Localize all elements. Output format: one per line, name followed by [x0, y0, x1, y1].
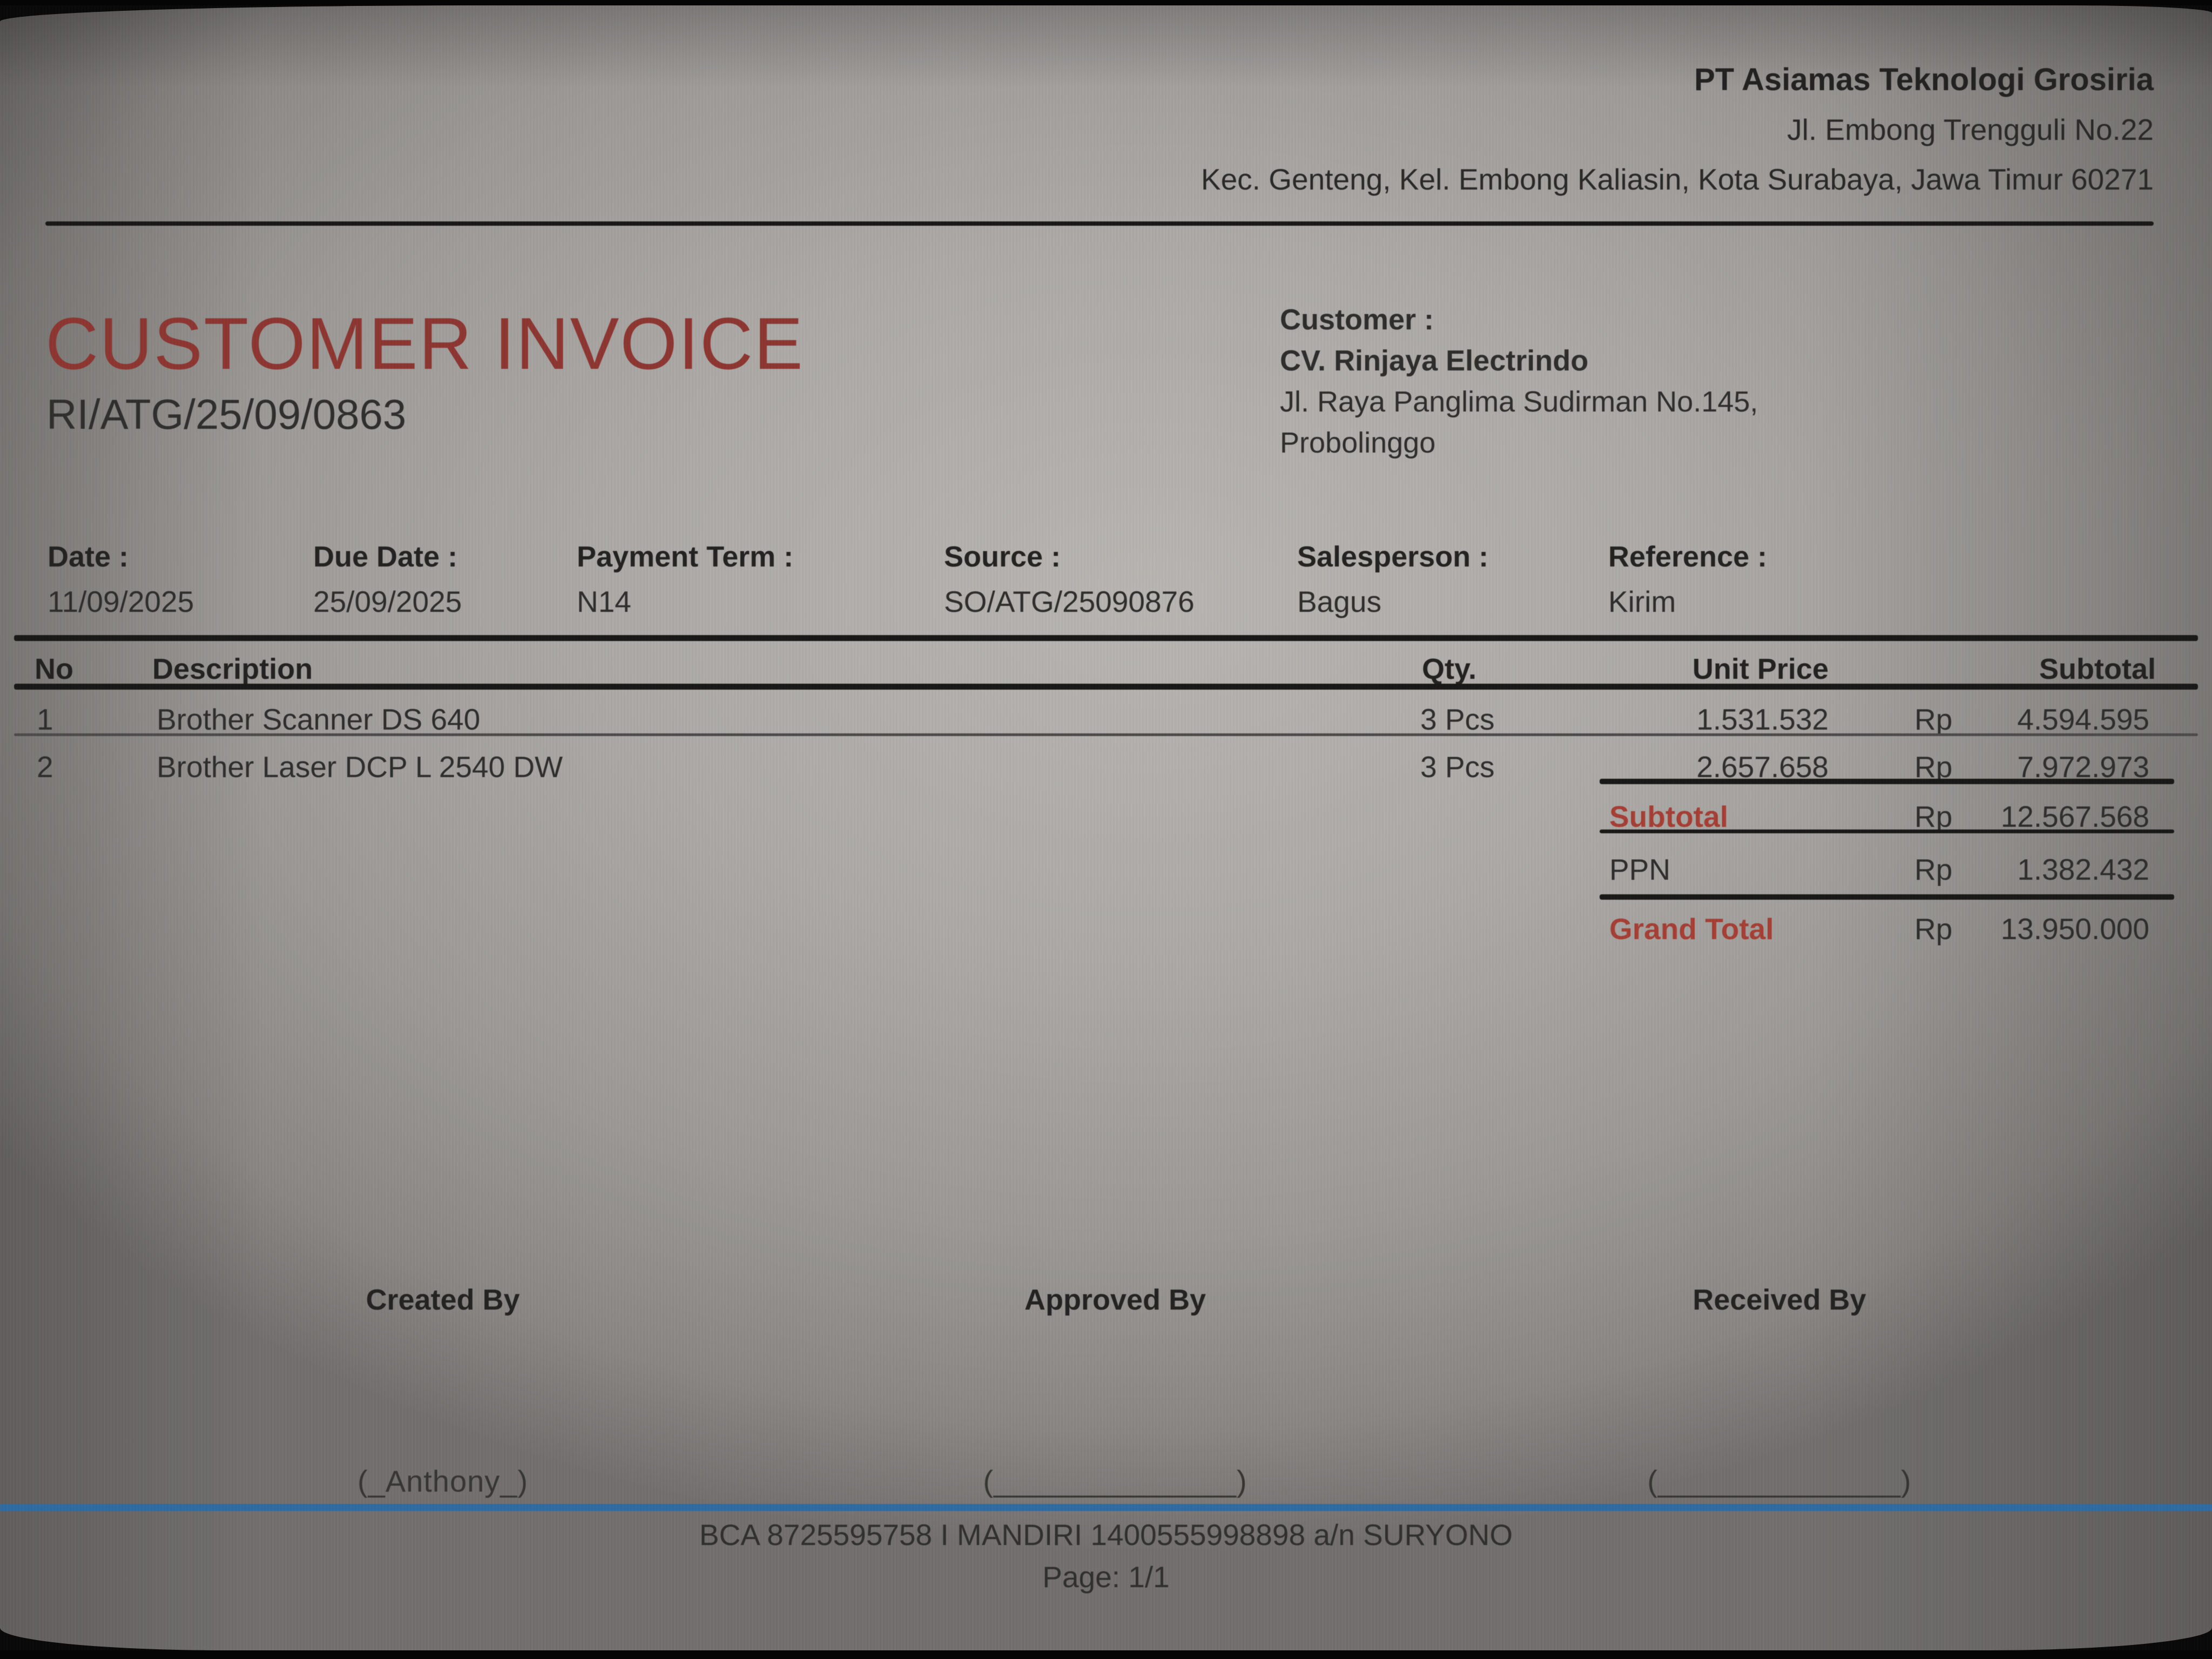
table-top-rule	[14, 635, 2198, 641]
received-by-signature: (______________)	[1647, 1464, 1912, 1498]
subtotal-currency: Rp	[1914, 800, 1953, 833]
ppn-row: PPN Rp 1.382.432	[0, 852, 2212, 891]
ppn-currency: Rp	[1914, 853, 1953, 886]
invoice-document: PT Asiamas Teknologi Grosiria Jl. Embong…	[0, 5, 2212, 1650]
company-address-line2: Kec. Genteng, Kel. Embong Kaliasin, Kota…	[1201, 163, 2154, 196]
reference-label: Reference :	[1608, 541, 1768, 573]
table-header-row: No Description Qty. Unit Price Subtotal	[0, 652, 2212, 691]
col-subtotal: Subtotal	[2039, 653, 2156, 685]
subtotal-value: 12.567.568	[2000, 800, 2149, 833]
col-qty: Qty.	[1422, 653, 1477, 685]
customer-label: Customer :	[1280, 304, 1434, 336]
payment-term-label: Payment Term :	[577, 541, 794, 573]
date-value: 11/09/2025	[48, 585, 194, 618]
approved-by-label: Approved By	[1024, 1284, 1206, 1316]
date-label: Date :	[48, 541, 129, 573]
footer-divider	[0, 1504, 2212, 1511]
subtotal-row: Subtotal Rp 12.567.568	[0, 799, 2212, 838]
totals-rule-3	[1600, 894, 2174, 900]
approved-by-signature: (______________)	[983, 1464, 1247, 1498]
row2-unit-price: 2.657.658	[1696, 750, 1829, 784]
row2-no: 2	[37, 750, 53, 784]
due-date-value: 25/09/2025	[313, 585, 462, 618]
grand-total-row: Grand Total Rp 13.950.000	[0, 912, 2212, 950]
header-divider	[45, 221, 2154, 226]
totals-rule-1	[1600, 779, 2174, 784]
company-address-line1: Jl. Embong Trengguli No.22	[1787, 113, 2154, 146]
subtotal-label: Subtotal	[1609, 800, 1728, 833]
customer-address-line2: Probolinggo	[1280, 427, 1436, 459]
page-number: Page: 1/1	[1042, 1560, 1170, 1594]
customer-block: Customer : CV. Rinjaya Electrindo Jl. Ra…	[1280, 299, 1758, 463]
row1-subtotal: 4.594.595	[2017, 703, 2149, 736]
table-header-rule	[14, 684, 2198, 690]
col-no: No	[35, 653, 73, 685]
customer-name: CV. Rinjaya Electrindo	[1280, 345, 1589, 377]
grand-total-currency: Rp	[1914, 912, 1953, 946]
row1-description: Brother Scanner DS 640	[157, 703, 481, 736]
invoice-content: PT Asiamas Teknologi Grosiria Jl. Embong…	[0, 5, 2212, 1650]
source-label: Source :	[944, 541, 1061, 573]
salesperson-label: Salesperson :	[1297, 541, 1489, 573]
page-title: CUSTOMER INVOICE	[45, 302, 804, 385]
grand-total-label: Grand Total	[1609, 912, 1774, 946]
received-by-label: Received By	[1692, 1284, 1866, 1316]
row2-currency: Rp	[1914, 750, 1953, 784]
ppn-value: 1.382.432	[2017, 853, 2149, 886]
created-by-label: Created By	[366, 1284, 520, 1316]
row-divider	[14, 733, 2198, 736]
row2-subtotal: 7.972.973	[2017, 750, 2149, 784]
company-name: PT Asiamas Teknologi Grosiria	[1694, 62, 2154, 97]
row2-qty: 3 Pcs	[1420, 750, 1495, 784]
table-row: 1 Brother Scanner DS 640 3 Pcs 1.531.532…	[0, 702, 2212, 741]
created-by-signature: (_Anthony_)	[357, 1464, 529, 1498]
row1-currency: Rp	[1914, 703, 1953, 736]
payment-term-value: N14	[577, 585, 631, 618]
row1-unit-price: 1.531.532	[1696, 703, 1829, 736]
col-unit-price: Unit Price	[1692, 653, 1829, 685]
row2-description: Brother Laser DCP L 2540 DW	[157, 750, 563, 784]
col-description: Description	[152, 653, 313, 685]
totals-rule-2	[1600, 830, 2174, 833]
due-date-label: Due Date :	[313, 541, 458, 573]
row1-no: 1	[37, 703, 53, 736]
table-row: 2 Brother Laser DCP L 2540 DW 3 Pcs 2.65…	[0, 750, 2212, 788]
source-value: SO/ATG/25090876	[944, 585, 1195, 618]
bank-info: BCA 8725595758 I MANDIRI 1400555998898 a…	[699, 1518, 1513, 1552]
row1-qty: 3 Pcs	[1420, 703, 1495, 736]
invoice-number: RI/ATG/25/09/0863	[46, 390, 407, 438]
customer-address-line1: Jl. Raya Panglima Sudirman No.145,	[1280, 386, 1758, 418]
salesperson-value: Bagus	[1297, 585, 1381, 618]
ppn-label: PPN	[1609, 853, 1671, 886]
reference-value: Kirim	[1608, 585, 1676, 618]
company-header: PT Asiamas Teknologi Grosiria Jl. Embong…	[1201, 55, 2154, 204]
grand-total-value: 13.950.000	[2000, 912, 2149, 946]
